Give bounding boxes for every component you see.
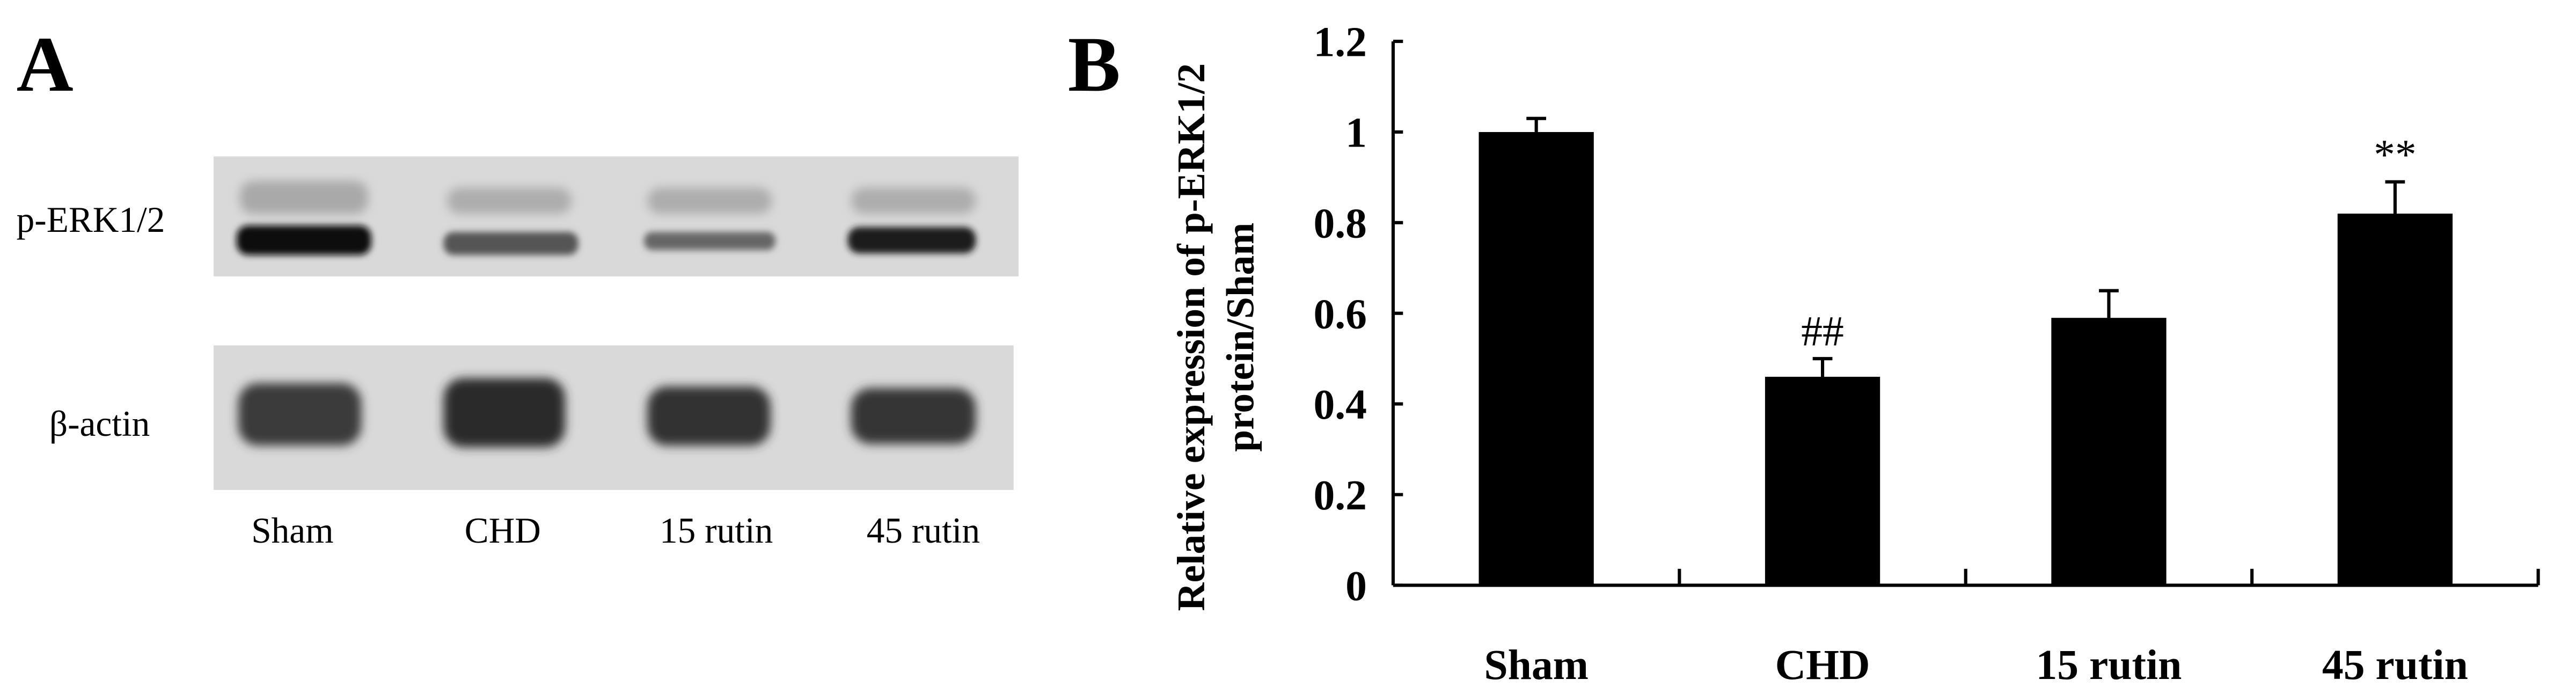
panel-a-label: A (17, 20, 74, 108)
y-axis-title-line-1: Relative expression of p-ERK1/2 (1169, 63, 1213, 611)
y-tick-label: 0.2 (1313, 472, 1366, 519)
x-tick-label: CHD (1775, 641, 1870, 689)
y-tick-label: 0.6 (1313, 290, 1366, 338)
row-label-p-erk: p-ERK1/2 (17, 200, 165, 240)
bar-chart: 0 0.2 0.4 0.6 0.8 1 1.2 Sham ## CHD 15 rutin ** 45 r… (1313, 19, 2540, 689)
blot-beta-actin (213, 345, 1014, 490)
x-tick-label: 15 rutin (2036, 641, 2182, 689)
y-tick-label: 1.2 (1313, 19, 1366, 66)
lane-label: 15 rutin (660, 510, 773, 551)
y-tick-label: 1 (1345, 109, 1367, 157)
bar-sham (1479, 132, 1594, 586)
x-tick-label: 45 rutin (2322, 641, 2468, 689)
y-axis-title: Relative expression of p-ERK1/2 protein/… (1169, 63, 1262, 611)
y-tick-label: 0 (1345, 562, 1367, 610)
bar-chd (1765, 376, 1880, 586)
bar-45-rutin (2337, 213, 2453, 586)
y-tick-label: 0.8 (1313, 200, 1366, 247)
row-label-beta-actin: β-actin (49, 404, 150, 444)
lane-label: CHD (465, 510, 541, 551)
panel-b-label: B (1068, 20, 1121, 108)
y-axis-title-line-2: protein/Sham (1219, 223, 1262, 452)
blot-p-erk (213, 156, 1019, 276)
lane-label: 45 rutin (867, 510, 980, 551)
lane-labels: Sham CHD 15 rutin 45 rutin (251, 510, 980, 551)
significance-marker: ## (1801, 308, 1844, 355)
lane-label: Sham (251, 510, 333, 551)
y-tick-label: 0.4 (1313, 381, 1366, 428)
significance-marker: ** (2374, 131, 2417, 178)
x-tick-label: Sham (1484, 641, 1589, 689)
bar-15-rutin (2051, 318, 2167, 586)
